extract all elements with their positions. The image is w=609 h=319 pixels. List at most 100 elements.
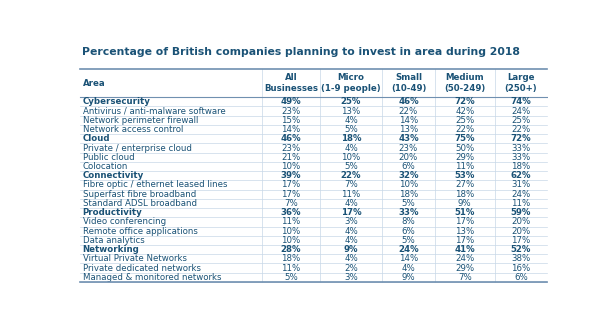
Text: Video conferencing: Video conferencing [83, 218, 166, 226]
Text: 74%: 74% [510, 97, 531, 106]
Bar [80, 153, 547, 162]
Text: 10%: 10% [342, 153, 361, 162]
Text: Micro
(1-9 people): Micro (1-9 people) [321, 73, 381, 93]
Text: 10%: 10% [281, 162, 301, 171]
Text: 11%: 11% [512, 199, 530, 208]
Text: 15%: 15% [281, 116, 301, 125]
Text: 4%: 4% [344, 116, 358, 125]
Text: 11%: 11% [342, 190, 361, 199]
Text: 11%: 11% [281, 218, 301, 226]
Text: Private / enterprise cloud: Private / enterprise cloud [83, 144, 192, 152]
Text: 5%: 5% [401, 236, 415, 245]
Bar [80, 254, 547, 263]
Text: Colocation: Colocation [83, 162, 128, 171]
Text: 24%: 24% [512, 190, 530, 199]
Bar [80, 273, 547, 282]
Text: 72%: 72% [454, 97, 475, 106]
Text: 20%: 20% [512, 218, 530, 226]
Text: 20%: 20% [512, 226, 530, 236]
Text: 62%: 62% [511, 171, 531, 180]
Text: 5%: 5% [344, 125, 358, 134]
Text: 16%: 16% [512, 263, 530, 273]
Text: 52%: 52% [511, 245, 531, 254]
Bar [80, 208, 547, 217]
Text: 46%: 46% [281, 134, 301, 143]
Text: Data analytics: Data analytics [83, 236, 144, 245]
Text: 31%: 31% [512, 181, 530, 189]
Bar [80, 199, 547, 208]
Text: Antivirus / anti-malware software: Antivirus / anti-malware software [83, 107, 225, 115]
Text: 10%: 10% [281, 236, 301, 245]
Text: 4%: 4% [401, 263, 415, 273]
Text: 38%: 38% [512, 254, 530, 263]
Text: 17%: 17% [455, 236, 474, 245]
Text: 33%: 33% [512, 144, 530, 152]
Text: 49%: 49% [281, 97, 301, 106]
Text: Fibre optic / ethernet leased lines: Fibre optic / ethernet leased lines [83, 181, 227, 189]
Text: All
Businesses: All Businesses [264, 73, 318, 93]
Text: 11%: 11% [281, 263, 301, 273]
Text: Superfast fibre broadband: Superfast fibre broadband [83, 190, 196, 199]
Text: 6%: 6% [401, 162, 415, 171]
Text: 22%: 22% [341, 171, 361, 180]
Text: 72%: 72% [510, 134, 531, 143]
Text: Productivity: Productivity [83, 208, 143, 217]
Bar [80, 116, 547, 125]
Text: 2%: 2% [344, 263, 358, 273]
Bar [80, 97, 547, 107]
Text: 25%: 25% [455, 116, 474, 125]
Text: Connectivity: Connectivity [83, 171, 144, 180]
Text: 14%: 14% [281, 125, 301, 134]
Text: 4%: 4% [344, 144, 358, 152]
Text: 6%: 6% [401, 226, 415, 236]
Text: 9%: 9% [458, 199, 471, 208]
Text: 28%: 28% [281, 245, 301, 254]
Text: 18%: 18% [455, 190, 474, 199]
Text: 25%: 25% [512, 116, 530, 125]
Text: 59%: 59% [511, 208, 531, 217]
Text: 6%: 6% [514, 273, 528, 282]
Text: 5%: 5% [344, 162, 358, 171]
Text: 17%: 17% [512, 236, 530, 245]
Bar [80, 245, 547, 254]
Bar [80, 236, 547, 245]
Text: Cloud: Cloud [83, 134, 110, 143]
Text: 7%: 7% [344, 181, 358, 189]
Text: 33%: 33% [512, 153, 530, 162]
Text: Virtual Private Networks: Virtual Private Networks [83, 254, 187, 263]
Text: 24%: 24% [455, 254, 474, 263]
Text: 9%: 9% [402, 273, 415, 282]
Text: 18%: 18% [341, 134, 361, 143]
Text: Public cloud: Public cloud [83, 153, 135, 162]
Bar [80, 125, 547, 134]
Text: Area: Area [83, 78, 105, 88]
Text: 4%: 4% [344, 254, 358, 263]
Text: 18%: 18% [281, 254, 301, 263]
Text: Cybersecurity: Cybersecurity [83, 97, 150, 106]
Text: 3%: 3% [344, 273, 358, 282]
Text: 46%: 46% [398, 97, 419, 106]
Bar [80, 180, 547, 189]
Text: 10%: 10% [281, 226, 301, 236]
Text: 42%: 42% [455, 107, 474, 115]
Text: Percentage of British companies planning to invest in area during 2018: Percentage of British companies planning… [82, 47, 520, 57]
Text: 22%: 22% [512, 125, 530, 134]
Text: Small
(10-49): Small (10-49) [391, 73, 426, 93]
Text: Network access control: Network access control [83, 125, 183, 134]
Text: 36%: 36% [281, 208, 301, 217]
Text: Networking: Networking [83, 245, 139, 254]
Text: 21%: 21% [281, 153, 301, 162]
Text: 14%: 14% [399, 254, 418, 263]
Text: 17%: 17% [281, 190, 301, 199]
Text: 17%: 17% [281, 181, 301, 189]
Text: 24%: 24% [512, 107, 530, 115]
Text: 14%: 14% [399, 116, 418, 125]
Text: 29%: 29% [455, 263, 474, 273]
Text: Standard ADSL broadband: Standard ADSL broadband [83, 199, 197, 208]
Text: 50%: 50% [455, 144, 474, 152]
Text: 27%: 27% [455, 181, 474, 189]
Bar [80, 217, 547, 226]
Text: 4%: 4% [344, 236, 358, 245]
Bar [80, 162, 547, 171]
Text: 25%: 25% [341, 97, 361, 106]
